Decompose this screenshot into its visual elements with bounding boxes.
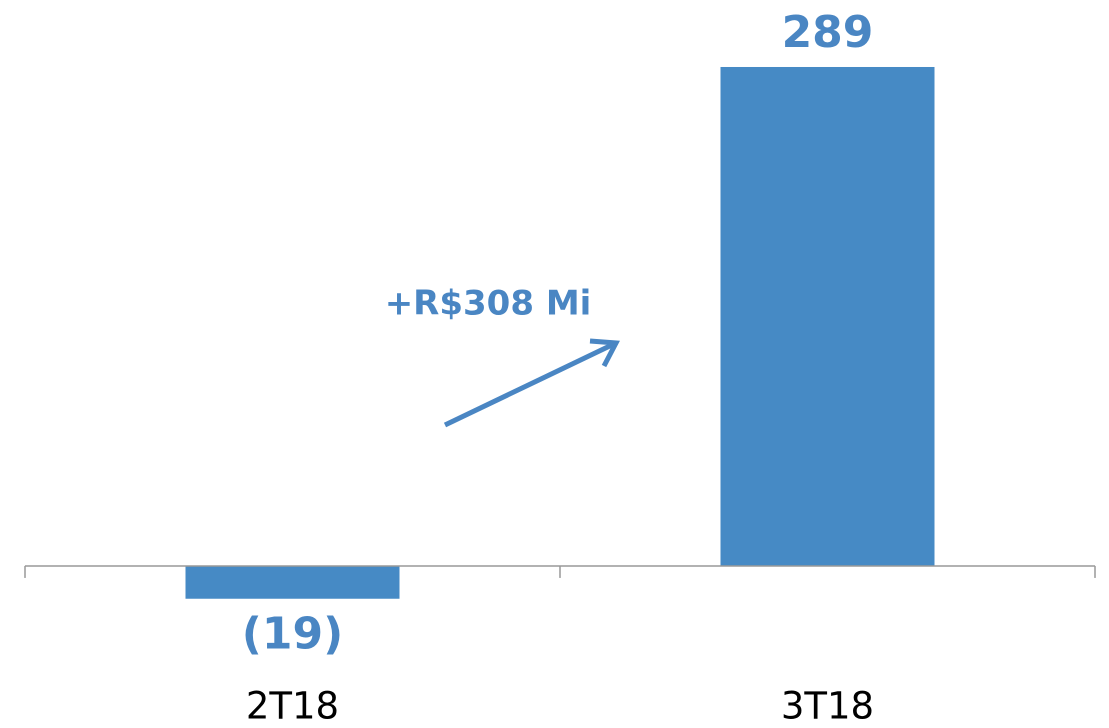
- annotation-arrowhead: [589, 338, 620, 368]
- annotation: +R$308 Mi: [385, 284, 592, 324]
- bar: [720, 66, 935, 566]
- x-tick-label: 3T18: [781, 685, 874, 728]
- x-tick-label: 2T18: [246, 685, 339, 728]
- bar: [185, 565, 400, 599]
- value-label: 289: [782, 7, 874, 58]
- annotation-arrow: [443, 340, 618, 428]
- value-label: (19): [242, 609, 343, 660]
